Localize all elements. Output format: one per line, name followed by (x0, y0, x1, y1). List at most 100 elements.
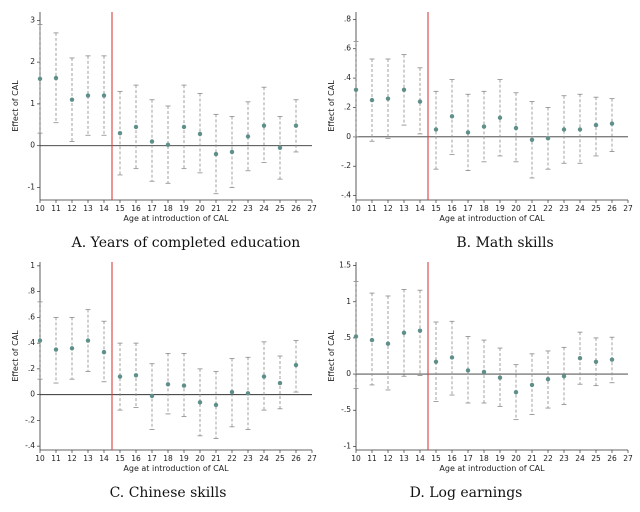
x-tick-label: 14 (415, 204, 425, 213)
x-tick-label: 11 (367, 204, 377, 213)
point-estimate (261, 123, 267, 128)
x-tick-label: 12 (67, 204, 77, 213)
y-axis-label: Effect of CAL (327, 80, 336, 132)
point-estimate (481, 124, 487, 129)
panel-caption: D. Log earnings (410, 485, 523, 501)
point-estimate (577, 355, 583, 361)
x-tick-label: 25 (275, 454, 285, 463)
panel-caption: A. Years of completed education (71, 235, 301, 251)
x-tick-label: 18 (163, 454, 173, 463)
x-tick-label: 19 (179, 454, 189, 463)
y-tick-label: -.5 (341, 405, 351, 414)
x-tick-label: 15 (115, 204, 125, 213)
point-estimate (213, 151, 219, 157)
point-estimate (69, 346, 75, 351)
x-tick-label: 13 (83, 204, 93, 213)
y-tick-label: -.2 (25, 415, 35, 424)
y-tick-label: .6 (28, 312, 35, 321)
point-estimate (465, 130, 471, 135)
y-tick-label: 1 (346, 297, 351, 306)
x-tick-label: 21 (527, 454, 537, 463)
point-estimate (133, 124, 139, 130)
x-tick-label: 22 (543, 204, 553, 213)
x-tick-label: 15 (115, 454, 125, 463)
x-tick-label: 16 (447, 454, 457, 463)
point-estimate (513, 125, 519, 131)
point-estimate (545, 376, 551, 382)
point-estimate (101, 93, 107, 98)
x-tick-label: 21 (211, 204, 221, 213)
x-tick-label: 14 (415, 454, 425, 463)
y-tick-label: 3 (30, 15, 35, 24)
x-tick-label: 15 (431, 204, 441, 213)
point-estimate (401, 87, 407, 93)
y-tick-label: 1.5 (339, 261, 351, 270)
point-estimate (433, 359, 439, 364)
y-tick-label: 0 (346, 132, 351, 141)
x-tick-label: 18 (479, 454, 489, 463)
point-estimate (53, 347, 59, 352)
x-tick-label: 24 (259, 204, 269, 213)
point-estimate (385, 341, 391, 346)
y-tick-label: -.4 (25, 441, 35, 450)
point-estimate (593, 122, 599, 128)
x-tick-label: 11 (367, 454, 377, 463)
point-estimate (609, 121, 615, 126)
x-axis-label: Age at introduction of CAL (123, 214, 229, 223)
point-estimate (229, 149, 235, 155)
point-estimate (401, 330, 407, 336)
y-axis-label: Effect of CAL (11, 330, 20, 382)
y-tick-label: .4 (344, 73, 351, 82)
x-tick-label: 17 (147, 454, 157, 463)
x-tick-label: 23 (559, 454, 569, 463)
x-tick-label: 19 (495, 204, 505, 213)
x-tick-label: 20 (511, 454, 521, 463)
y-tick-label: .6 (344, 44, 351, 53)
x-tick-label: 20 (195, 204, 205, 213)
point-estimate (449, 355, 455, 360)
x-tick-label: 20 (195, 454, 205, 463)
x-tick-label: 26 (607, 454, 617, 463)
x-tick-label: 26 (291, 454, 301, 463)
x-tick-label: 21 (527, 204, 537, 213)
point-estimate (165, 142, 171, 148)
x-tick-label: 27 (307, 204, 317, 213)
y-tick-label: -.4 (341, 191, 351, 200)
y-tick-label: 2 (30, 57, 35, 66)
panel-caption: C. Chinese skills (110, 485, 227, 501)
x-tick-label: 27 (307, 454, 317, 463)
x-tick-label: 21 (211, 454, 221, 463)
x-tick-label: 23 (243, 454, 253, 463)
point-estimate (609, 357, 615, 362)
point-estimate (529, 137, 535, 142)
point-estimate (165, 382, 171, 387)
x-tick-label: 14 (99, 454, 109, 463)
y-tick-label: .8 (344, 14, 351, 23)
x-tick-label: 25 (591, 454, 601, 463)
x-tick-label: 22 (227, 204, 237, 213)
x-tick-label: 15 (431, 454, 441, 463)
x-tick-label: 17 (463, 454, 473, 463)
y-tick-label: .4 (28, 338, 35, 347)
point-estimate (277, 380, 283, 386)
x-tick-label: 13 (399, 454, 409, 463)
panel-earnings: 1.51.50-.5-110 11 12 13 14 15 16 17 18 19 20 21 22 23… (327, 261, 633, 501)
x-tick-label: 26 (607, 204, 617, 213)
y-axis-label: Effect of CAL (327, 330, 336, 382)
x-tick-label: 25 (591, 204, 601, 213)
x-tick-label: 19 (179, 204, 189, 213)
point-estimate (197, 131, 203, 137)
x-tick-label: 10 (35, 204, 45, 213)
x-tick-label: 25 (275, 204, 285, 213)
point-estimate (465, 368, 471, 373)
panel-chinese: 1 .8 .6 .4 .2 0 -.2 -.410 11 12 13 14 15 16 17 18 19 20 21… (11, 261, 317, 501)
point-estimate (181, 383, 187, 388)
point-estimate (229, 389, 235, 395)
x-tick-label: 17 (463, 204, 473, 213)
x-tick-label: 26 (291, 204, 301, 213)
x-tick-label: 10 (35, 454, 45, 463)
point-estimate (245, 134, 251, 139)
x-tick-label: 19 (495, 454, 505, 463)
x-tick-label: 24 (259, 454, 269, 463)
